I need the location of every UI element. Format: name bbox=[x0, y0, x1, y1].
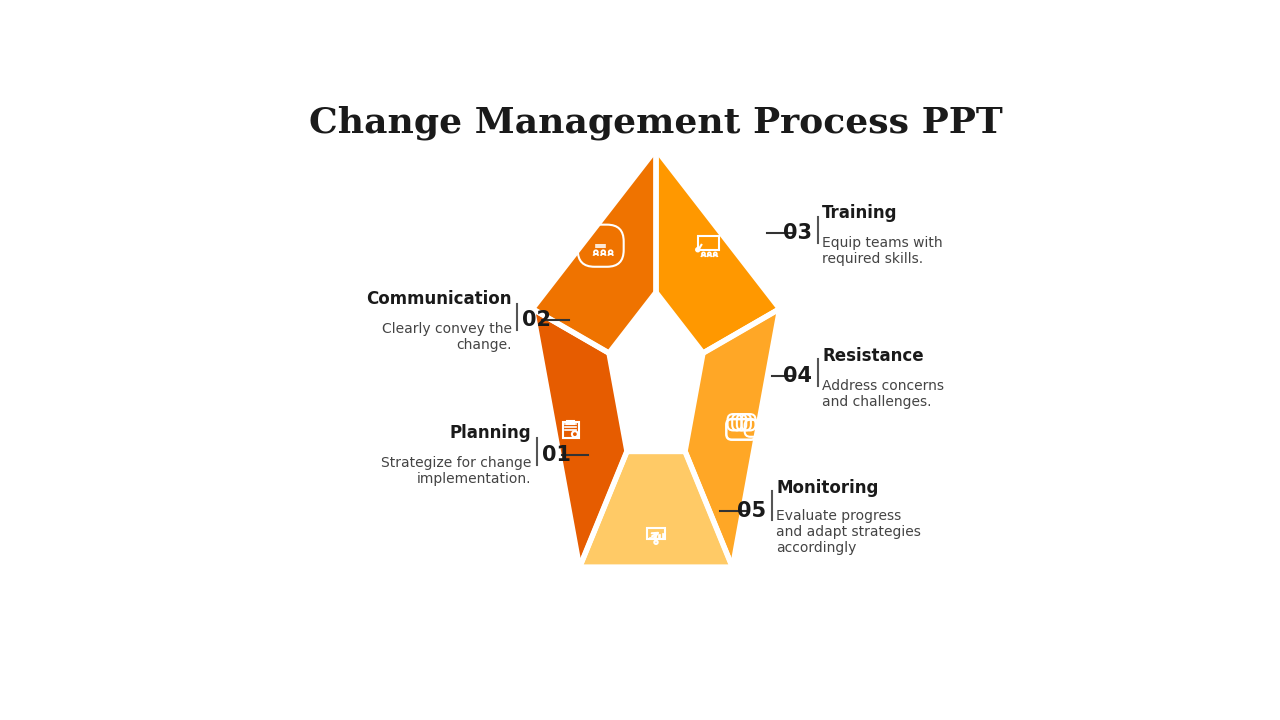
Polygon shape bbox=[657, 150, 780, 353]
Text: Planning: Planning bbox=[449, 424, 531, 442]
Text: 01: 01 bbox=[541, 445, 571, 465]
Text: 05: 05 bbox=[737, 500, 765, 521]
Bar bbox=[646, 528, 666, 539]
Text: Evaluate progress
and adapt strategies
accordingly: Evaluate progress and adapt strategies a… bbox=[776, 509, 922, 555]
Polygon shape bbox=[685, 309, 780, 567]
Text: Address concerns
and challenges.: Address concerns and challenges. bbox=[822, 379, 945, 410]
Polygon shape bbox=[532, 150, 657, 353]
Text: Monitoring: Monitoring bbox=[776, 479, 878, 497]
Text: Communication: Communication bbox=[366, 290, 512, 308]
Text: 04: 04 bbox=[783, 366, 812, 387]
Text: Change Management Process PPT: Change Management Process PPT bbox=[310, 105, 1002, 140]
Bar bbox=[649, 537, 652, 539]
Text: Strategize for change
implementation.: Strategize for change implementation. bbox=[381, 456, 531, 487]
Text: Clearly convey the
change.: Clearly convey the change. bbox=[381, 322, 512, 352]
Bar bbox=[563, 423, 579, 438]
Text: Equip teams with
required skills.: Equip teams with required skills. bbox=[822, 236, 943, 266]
Bar bbox=[698, 236, 719, 250]
Bar bbox=[654, 536, 655, 539]
Text: 02: 02 bbox=[522, 310, 552, 330]
Polygon shape bbox=[580, 451, 732, 567]
Text: Training: Training bbox=[822, 204, 897, 222]
Text: Resistance: Resistance bbox=[822, 347, 924, 365]
Bar bbox=[662, 534, 664, 539]
Bar bbox=[567, 420, 575, 423]
Bar bbox=[658, 534, 660, 539]
Text: 03: 03 bbox=[783, 223, 812, 243]
Polygon shape bbox=[532, 309, 627, 567]
